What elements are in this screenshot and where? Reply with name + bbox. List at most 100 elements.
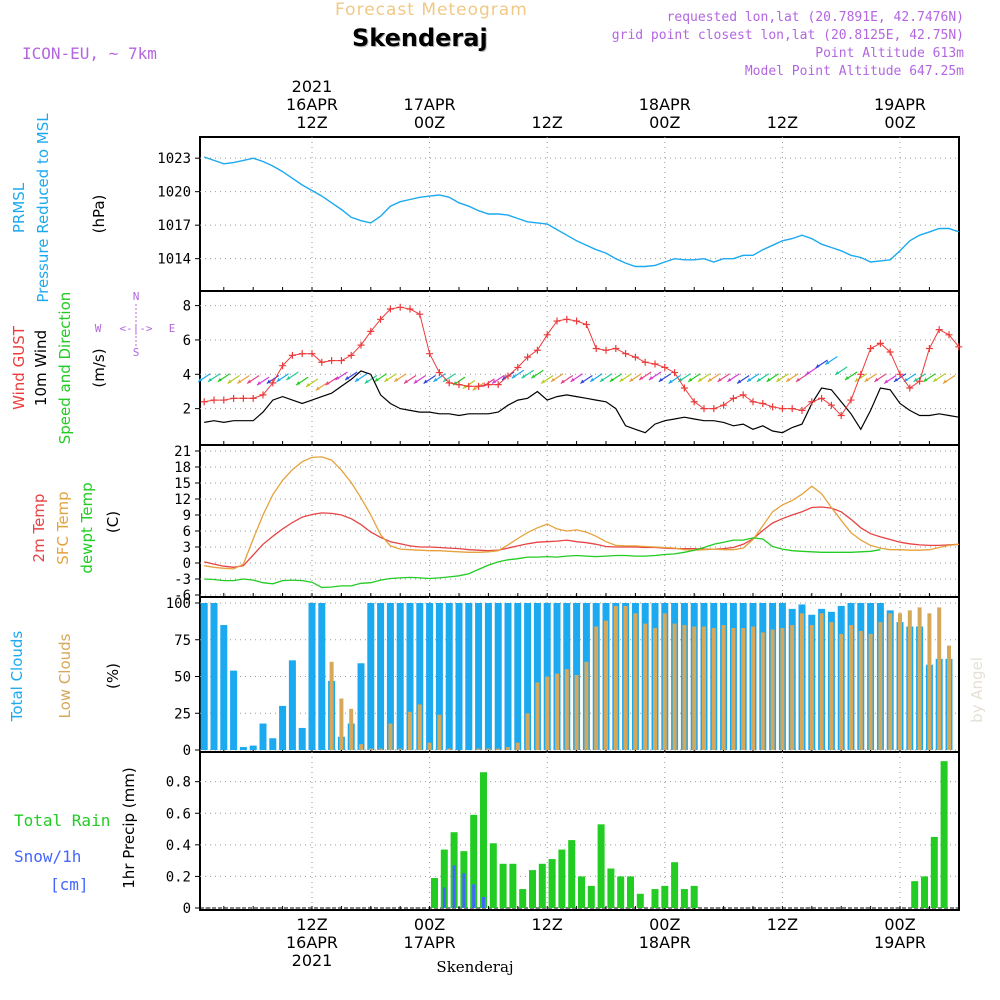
rain-bar bbox=[680, 889, 688, 908]
time-axis-label-top: 12Z bbox=[532, 113, 563, 132]
low-cloud-bar bbox=[349, 708, 354, 750]
wind-gust-marker bbox=[337, 357, 345, 365]
wind-arrow-head bbox=[492, 379, 497, 384]
wind-arrow-head bbox=[325, 381, 330, 386]
wind-gust-marker bbox=[377, 315, 385, 323]
wind-gust-marker bbox=[543, 331, 551, 339]
low-cloud-bar bbox=[378, 748, 383, 750]
low-cloud-bar bbox=[878, 622, 883, 750]
ytick-label-temperature: 3 bbox=[183, 540, 191, 556]
model-point-altitude: Model Point Altitude 647.25m bbox=[744, 64, 964, 79]
rain-bar bbox=[578, 876, 585, 908]
wind-gust-marker bbox=[651, 360, 659, 368]
total-cloud-bar bbox=[445, 603, 453, 750]
wind-gust-marker bbox=[455, 381, 463, 389]
grid-point-coords: grid point closest lon,lat (20.8125E, 42… bbox=[611, 28, 964, 43]
pressure-unit-label: (hPa) bbox=[90, 195, 108, 234]
rain-bar bbox=[627, 876, 634, 908]
total-cloud-bar bbox=[426, 603, 434, 750]
low-cloud-bar bbox=[506, 747, 510, 750]
rain-bar bbox=[930, 836, 938, 908]
ytick-label-temperature: 9 bbox=[183, 508, 191, 524]
rain-bar bbox=[480, 772, 487, 908]
wind-arrow-head bbox=[276, 377, 281, 382]
low-cloud-bar bbox=[927, 613, 932, 750]
wind-gust-marker bbox=[631, 353, 639, 361]
rain-bar bbox=[548, 859, 556, 908]
wind-arrow-head bbox=[923, 377, 928, 382]
ytick-label-clouds: 25 bbox=[174, 706, 191, 722]
rain-bar bbox=[911, 881, 919, 908]
wind-gust-marker bbox=[710, 405, 718, 413]
wind-gust-marker bbox=[426, 350, 434, 358]
wind-gust-marker bbox=[504, 372, 512, 380]
time-axis-label-bottom: 16APR bbox=[286, 933, 338, 952]
rain-bar bbox=[587, 885, 595, 908]
total-cloud-bar bbox=[406, 603, 414, 750]
temp-2m-label: 2m Temp bbox=[30, 494, 48, 563]
low-cloud-bar bbox=[711, 627, 716, 750]
time-axis-label-top: 17APR bbox=[404, 95, 456, 114]
wind-arrow-head bbox=[521, 374, 526, 379]
wind-arrow-head bbox=[306, 382, 310, 387]
low-cloud-bar bbox=[427, 742, 432, 750]
low-cloud-bar bbox=[751, 626, 755, 750]
wind-arrow-head bbox=[511, 374, 516, 379]
wind-arrow-head bbox=[707, 377, 712, 382]
rain-bar bbox=[529, 870, 536, 908]
ytick-label-temperature: 18 bbox=[174, 460, 191, 476]
total-cloud-bar bbox=[386, 603, 394, 750]
rain-bar bbox=[519, 889, 527, 908]
wind-arrow-head bbox=[688, 377, 693, 382]
ytick-label-wind: 4 bbox=[183, 367, 191, 383]
wind-arrow-head bbox=[335, 376, 340, 381]
wind-gust-marker bbox=[357, 341, 365, 349]
wind-arrow-head bbox=[198, 377, 203, 382]
total-cloud-bar bbox=[435, 603, 443, 750]
ytick-label-precipitation: 0.6 bbox=[166, 806, 191, 822]
low-cloud-bar bbox=[721, 625, 726, 750]
ytick-label-wind: 6 bbox=[183, 333, 191, 349]
wind-arrow-head bbox=[835, 370, 840, 375]
wind-gust-marker bbox=[288, 351, 296, 359]
pressure-label-long: Pressure Reduced to MSL bbox=[34, 113, 52, 303]
low-cloud-bar bbox=[339, 698, 344, 750]
time-axis-label-bottom: 00Z bbox=[649, 915, 680, 934]
time-axis-label-top: 00Z bbox=[414, 113, 445, 132]
low-cloud-bar bbox=[584, 661, 589, 750]
low-clouds-label: Low Clouds bbox=[56, 633, 74, 718]
rain-bar bbox=[431, 878, 438, 908]
rain-bar bbox=[690, 885, 698, 908]
wind-gust-marker bbox=[896, 370, 904, 378]
wind-gust-marker bbox=[622, 350, 630, 358]
ytick-label-temperature: 6 bbox=[183, 524, 191, 540]
rain-bar bbox=[636, 893, 644, 908]
total-cloud-bar bbox=[504, 603, 512, 750]
wind-gust-marker bbox=[739, 391, 747, 399]
time-axis-label-top: 2021 bbox=[292, 77, 333, 96]
wind-gust-marker bbox=[749, 398, 757, 406]
total-cloud-bar bbox=[484, 603, 492, 750]
panel-frame-temperature bbox=[199, 444, 960, 598]
time-axis-label-bottom: 12Z bbox=[767, 915, 798, 934]
wind-gust-marker bbox=[445, 379, 453, 387]
wind-gust-marker bbox=[210, 396, 218, 404]
total-cloud-bar bbox=[200, 603, 208, 750]
ytick-label-temperature: -3 bbox=[174, 572, 191, 588]
wind-arrow-head bbox=[541, 379, 546, 384]
total-cloud-bar bbox=[230, 670, 238, 750]
low-cloud-bar bbox=[623, 605, 628, 750]
total-cloud-bar bbox=[396, 603, 404, 750]
pressure-line bbox=[203, 156, 960, 268]
wind-arrow-head bbox=[854, 377, 859, 382]
wind-10m-label: 10m Wind bbox=[32, 330, 50, 406]
total-cloud-bar bbox=[269, 738, 277, 750]
wind-arrow-head bbox=[413, 379, 418, 384]
wind-gust-marker bbox=[367, 327, 375, 335]
ytick-label-precipitation: 0.4 bbox=[166, 838, 191, 854]
total-cloud-bar bbox=[308, 603, 316, 750]
rain-bar bbox=[470, 814, 478, 908]
wind-gust-marker bbox=[867, 345, 875, 353]
wind-arrow-head bbox=[394, 377, 399, 382]
